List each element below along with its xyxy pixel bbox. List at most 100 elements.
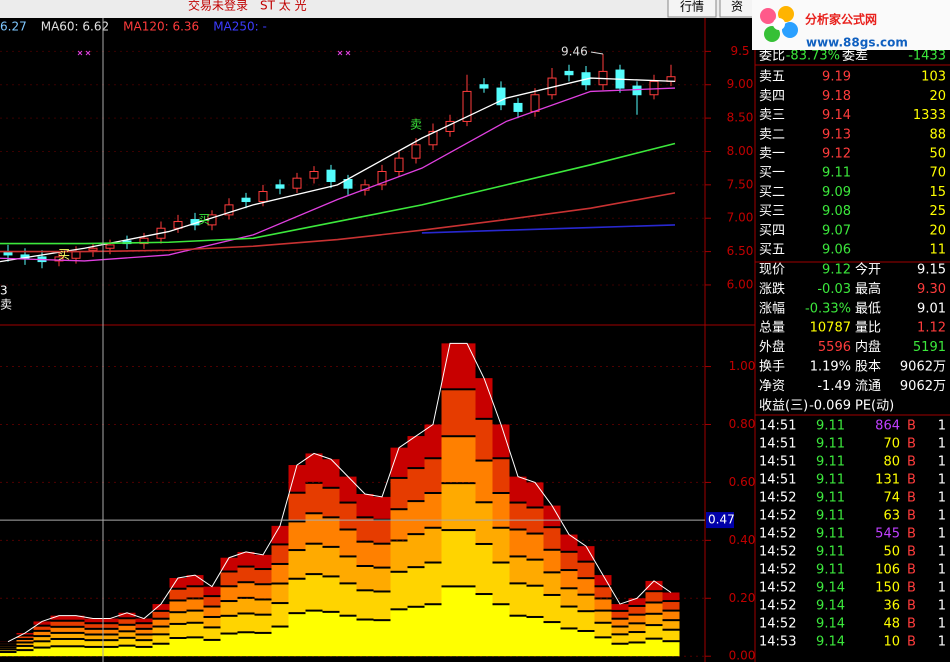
area-layer [322,488,340,517]
area-layer [662,630,680,641]
charts: 9.5 9.00 8.50 8.00 7.50 7.00 6.50 6.00 6.27 MA60:… [0,18,756,662]
area-layer [645,614,663,625]
quote-text: 5191 [913,340,946,355]
candle-body [530,94,540,112]
ma-line [421,224,676,234]
tab-button[interactable] [667,0,717,18]
quote-text: 131 [875,473,900,488]
quote-text: B [907,581,916,596]
quote-text: 9.18 [822,89,851,104]
area-layer [288,614,306,657]
area-layer [322,547,340,576]
area-layer [84,629,102,634]
area-layer [560,629,578,657]
quote-text: 1 [938,455,946,470]
area-layer [118,646,136,657]
quote-text: 9.11 [816,545,845,560]
area-layer [373,568,391,591]
quote-text: 9.11 [816,491,845,506]
area-layer [577,612,595,630]
quote-text: 1 [938,581,946,596]
quote-text: -83.73% [786,49,840,64]
area-layer [50,621,68,626]
y-tick-label: 1.00 [729,359,756,373]
area-layer [118,619,136,624]
area-layer [186,623,204,637]
area-layer [101,624,119,628]
area-layer [577,546,595,561]
quote-text: 总量 [759,321,785,336]
area-layer [543,595,561,622]
area-layer [220,634,238,657]
area-layer [577,595,595,611]
area-layer [67,621,85,626]
area-layer [526,482,544,507]
quote-text: B [907,509,916,524]
quote-text: 买一 [759,166,785,181]
y-tick-label: 7.00 [727,211,754,225]
y-tick-label: 0.20 [729,591,756,605]
area-layer [67,639,85,646]
quote-text: 50 [929,147,946,162]
area-layer [237,598,255,613]
quote-text: 9.11 [816,419,845,434]
tab-label[interactable]: 资 [731,0,743,14]
candle-body [479,84,489,89]
area-layer [305,514,323,543]
area-layer [594,575,612,586]
area-layer [339,530,357,556]
area-layer [475,378,493,418]
area-layer [152,644,170,657]
quote-text: 48 [883,617,900,632]
quote-text: -0.069 [809,398,851,413]
area-layer [288,522,306,550]
ma-line [0,192,676,253]
area-layer [50,647,68,657]
area-layer [373,496,391,519]
tab-label[interactable]: 行情 [680,0,704,14]
quote-text: 1 [938,545,946,560]
cross-marker [77,50,83,56]
signal-label: 卖 [0,298,12,312]
quote-text: 20 [929,223,946,238]
area-layer [543,550,561,572]
quote-text: 最低 [855,301,881,316]
area-layer [203,597,221,606]
area-layer [152,627,170,634]
quote-text: 14:52 [759,527,796,542]
signal-label: 买 [58,248,70,262]
area-layer [305,544,323,574]
quote-text: 14:51 [759,419,796,434]
quote-text: 70 [929,166,946,181]
area-layer [611,611,629,618]
quote-text: 545 [875,527,900,542]
area-layer [662,642,680,657]
area-layer [271,604,289,626]
area-layer [254,554,272,569]
area-layer [543,505,561,527]
quote-text: B [907,473,916,488]
area-layer [33,621,51,625]
area-layer [220,616,238,633]
quote-text: 外盘 [759,339,785,355]
candle-body [564,70,574,76]
quote-text: 9062万 [900,379,946,394]
area-layer [118,638,136,645]
area-layer [220,557,238,571]
area-layer [254,585,272,599]
quote-text: 9.01 [917,301,946,316]
area-layer [135,635,153,640]
quote-text: 14:52 [759,545,796,560]
area-layer [458,437,476,483]
quote-text: 14:51 [759,473,796,488]
area-layer [186,575,204,586]
quote-text: 委比 [759,49,785,64]
quote-text: -1433 [908,49,946,64]
quote-text: 9.11 [816,473,845,488]
area-layer [152,611,170,618]
candle-body [377,171,387,186]
quote-text: 14:52 [759,617,796,632]
area-layer [628,624,646,632]
area-layer [475,544,493,594]
area-layer [492,605,510,657]
